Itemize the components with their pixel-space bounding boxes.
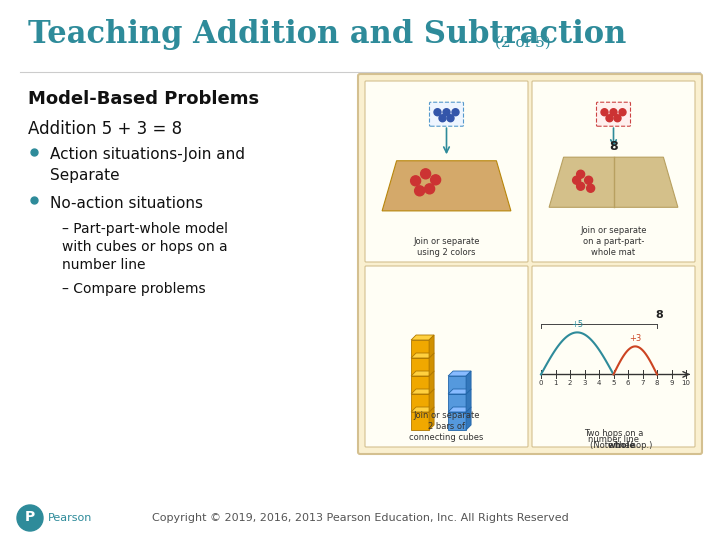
Text: +3: +3 (629, 334, 642, 343)
Text: Addition 5 + 3 = 8: Addition 5 + 3 = 8 (28, 120, 182, 138)
Circle shape (572, 176, 580, 184)
Text: Copyright © 2019, 2016, 2013 Pearson Education, Inc. All Rights Reserved: Copyright © 2019, 2016, 2013 Pearson Edu… (152, 513, 568, 523)
Bar (411, 376, 429, 394)
Polygon shape (448, 407, 471, 412)
Bar (411, 340, 429, 358)
FancyBboxPatch shape (430, 102, 464, 126)
Circle shape (585, 176, 593, 184)
Polygon shape (549, 157, 678, 207)
Circle shape (587, 184, 595, 192)
Circle shape (17, 505, 43, 531)
Circle shape (420, 169, 431, 179)
Text: Join or separate
on a part-part-
whole mat: Join or separate on a part-part- whole m… (580, 226, 647, 257)
Text: 6: 6 (626, 380, 630, 387)
Text: 1: 1 (553, 380, 558, 387)
Text: No-action situations: No-action situations (50, 196, 203, 211)
Text: hop.): hop.) (628, 441, 652, 450)
Polygon shape (466, 407, 471, 430)
Bar (448, 376, 466, 394)
Circle shape (410, 176, 420, 186)
Polygon shape (411, 335, 434, 340)
Polygon shape (382, 161, 511, 211)
Text: 3: 3 (582, 380, 587, 387)
Text: (2 of 5): (2 of 5) (490, 36, 551, 50)
Circle shape (614, 114, 621, 122)
Text: 8: 8 (654, 380, 660, 387)
Polygon shape (429, 335, 434, 358)
FancyBboxPatch shape (532, 266, 695, 447)
FancyBboxPatch shape (365, 266, 528, 447)
Bar (411, 412, 429, 430)
Circle shape (577, 170, 585, 178)
Circle shape (577, 182, 585, 190)
Text: 9: 9 (670, 380, 674, 387)
Text: 10: 10 (682, 380, 690, 387)
Circle shape (447, 114, 454, 122)
Polygon shape (411, 389, 434, 394)
Text: Join or separate
using 2 colors: Join or separate using 2 colors (413, 237, 480, 257)
Text: with cubes or hops on a: with cubes or hops on a (62, 240, 228, 254)
Circle shape (606, 114, 613, 122)
Text: number line: number line (62, 258, 145, 272)
Bar (448, 394, 466, 412)
Circle shape (415, 186, 425, 196)
Text: Teaching Addition and Subtraction: Teaching Addition and Subtraction (28, 19, 626, 50)
Text: 2: 2 (568, 380, 572, 387)
Polygon shape (411, 407, 434, 412)
Bar (448, 412, 466, 430)
Polygon shape (429, 389, 434, 412)
Bar (411, 358, 429, 376)
Polygon shape (448, 389, 471, 394)
Text: Pearson: Pearson (48, 513, 92, 523)
Circle shape (425, 184, 435, 194)
FancyBboxPatch shape (596, 102, 631, 126)
Circle shape (439, 114, 446, 122)
Polygon shape (411, 353, 434, 358)
FancyBboxPatch shape (365, 81, 528, 262)
FancyBboxPatch shape (358, 74, 702, 454)
Circle shape (601, 109, 608, 116)
Circle shape (619, 109, 626, 116)
Text: Model-Based Problems: Model-Based Problems (28, 90, 259, 108)
Polygon shape (411, 371, 434, 376)
Bar (411, 394, 429, 412)
Text: 5: 5 (611, 380, 616, 387)
Text: 8: 8 (609, 140, 618, 153)
Text: 7: 7 (640, 380, 644, 387)
Text: (Note the: (Note the (590, 441, 632, 450)
FancyBboxPatch shape (532, 81, 695, 262)
Polygon shape (466, 371, 471, 394)
Text: P: P (25, 510, 35, 524)
Text: 8: 8 (655, 310, 663, 320)
Text: whole: whole (608, 441, 636, 450)
Circle shape (610, 109, 617, 116)
Polygon shape (466, 389, 471, 412)
Circle shape (431, 175, 441, 185)
Text: +5: +5 (571, 320, 583, 329)
Text: Two hops on a: Two hops on a (584, 429, 643, 438)
Text: 0: 0 (539, 380, 544, 387)
Text: – Part-part-whole model: – Part-part-whole model (62, 222, 228, 236)
Circle shape (434, 109, 441, 116)
Text: – Compare problems: – Compare problems (62, 282, 206, 296)
Circle shape (452, 109, 459, 116)
Polygon shape (429, 353, 434, 376)
Polygon shape (448, 371, 471, 376)
Text: Action situations-Join and
Separate: Action situations-Join and Separate (50, 147, 245, 183)
Polygon shape (429, 371, 434, 394)
Text: 4: 4 (597, 380, 601, 387)
Text: number line: number line (588, 435, 639, 444)
Text: Join or separate
2 bars of
connecting cubes: Join or separate 2 bars of connecting cu… (409, 411, 484, 442)
Circle shape (443, 109, 450, 116)
Polygon shape (429, 407, 434, 430)
